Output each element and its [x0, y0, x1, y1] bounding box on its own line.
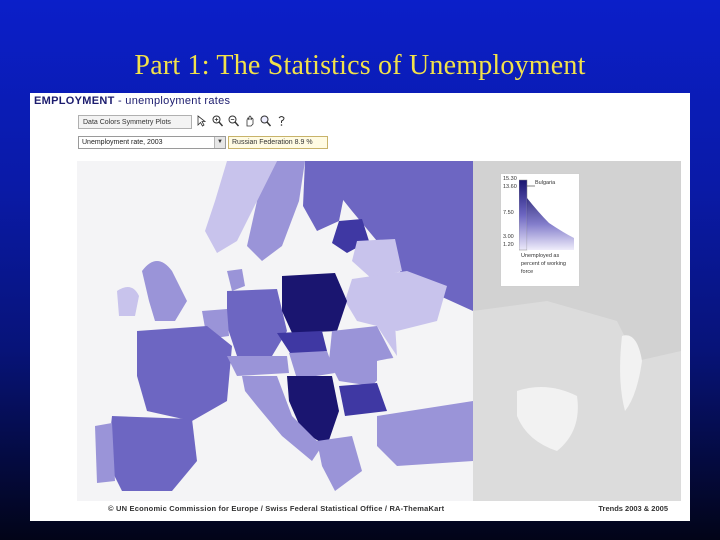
slide-title: Part 1: The Statistics of Unemployment	[134, 50, 586, 81]
legend-ramp	[519, 179, 574, 251]
region-hungary[interactable]	[289, 351, 335, 379]
legend-tick: 13.60	[503, 184, 517, 190]
black-sea-east	[517, 387, 578, 451]
region-moldova[interactable]	[377, 323, 397, 356]
help-icon[interactable]	[275, 114, 288, 128]
legend-tick: 7.50	[503, 210, 514, 216]
indicator-dropdown[interactable]: Unemployment rate, 2003 ▼	[78, 136, 226, 149]
region-alps[interactable]	[227, 356, 289, 376]
zoom-out-icon[interactable]	[227, 114, 240, 128]
panel-title-rest: - unemployment rates	[114, 95, 231, 107]
black-sea	[377, 357, 459, 401]
region-ukraine[interactable]	[345, 271, 447, 331]
search-icon[interactable]	[259, 114, 272, 128]
legend-tick: 1.20	[503, 242, 514, 248]
legend-marker-label: Bulgaria	[535, 180, 556, 186]
credit-footer: © UN Economic Commission for Europe / Sw…	[108, 504, 445, 513]
toolbar	[195, 114, 288, 128]
region-belarus[interactable]	[352, 239, 402, 279]
region-spain[interactable]	[107, 416, 197, 491]
region-russia[interactable]	[317, 161, 473, 311]
legend-tick: 15.30	[503, 176, 517, 182]
legend-tick: 3.00	[503, 234, 514, 240]
region-finland[interactable]	[303, 161, 345, 231]
region-germany[interactable]	[227, 289, 287, 356]
region-readout: Russian Federation 8.9 %	[228, 136, 328, 149]
caspian-sea	[620, 335, 642, 411]
dropdown-value: Unemployment rate, 2003	[82, 139, 163, 146]
chevron-down-icon[interactable]: ▼	[214, 137, 225, 148]
region-denmark[interactable]	[227, 269, 245, 291]
pointer-icon[interactable]	[195, 114, 208, 128]
region-norway[interactable]	[205, 161, 277, 253]
data-tabs[interactable]: Data Colors Symmetry Plots	[78, 115, 192, 129]
legend: 15.30 13.60 7.50 3.00 1.20 Bulgaria Unem…	[500, 173, 580, 287]
choropleth-map[interactable]	[77, 161, 681, 501]
region-sweden[interactable]	[247, 161, 305, 261]
legend-caption: Unemployed as percent of working force	[521, 253, 566, 275]
region-czech-slovakia[interactable]	[277, 331, 327, 356]
region-greece[interactable]	[317, 436, 362, 491]
zoom-in-icon[interactable]	[211, 114, 224, 128]
region-turkey[interactable]	[377, 401, 473, 466]
region-uk[interactable]	[142, 261, 187, 321]
pan-icon[interactable]	[243, 114, 256, 128]
map-panel: EMPLOYMENT - unemployment rates Data Col…	[30, 93, 690, 521]
region-ireland[interactable]	[117, 287, 139, 316]
region-portugal[interactable]	[95, 423, 115, 483]
region-poland[interactable]	[282, 273, 347, 333]
region-bulgaria[interactable]	[339, 383, 387, 416]
panel-title-bold: EMPLOYMENT	[34, 95, 115, 107]
panel-title: EMPLOYMENT - unemployment rates	[34, 95, 230, 107]
region-balkans[interactable]	[287, 376, 339, 446]
region-italy[interactable]	[242, 376, 322, 461]
region-france[interactable]	[137, 326, 232, 421]
trends-footer: Trends 2003 & 2005	[598, 504, 668, 513]
